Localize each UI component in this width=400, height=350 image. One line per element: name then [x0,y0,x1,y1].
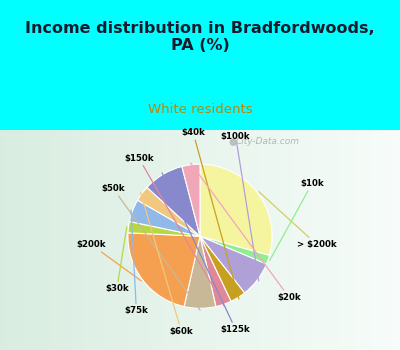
Wedge shape [128,222,200,236]
Text: $20k: $20k [191,163,301,302]
Text: City-Data.com: City-Data.com [236,137,300,146]
Text: White residents: White residents [148,103,252,116]
Wedge shape [138,187,200,236]
Text: $40k: $40k [181,128,239,299]
Text: ●: ● [228,137,237,147]
Wedge shape [200,236,270,264]
Text: $100k: $100k [221,132,259,281]
Text: $75k: $75k [124,210,148,315]
Text: Income distribution in Bradfordwoods,
PA (%): Income distribution in Bradfordwoods, PA… [25,21,375,54]
Wedge shape [128,233,200,307]
Wedge shape [182,164,200,236]
Wedge shape [200,236,231,307]
Wedge shape [130,200,200,236]
Text: $125k: $125k [162,173,250,334]
Wedge shape [200,236,244,301]
Text: $60k: $60k [140,193,193,336]
Text: > $200k: > $200k [259,191,337,249]
Text: $30k: $30k [105,227,129,293]
Text: $50k: $50k [102,184,200,310]
Wedge shape [147,167,200,236]
Text: $150k: $150k [124,154,224,306]
Text: $200k: $200k [77,240,141,281]
Text: $10k: $10k [270,179,324,260]
Wedge shape [184,236,216,308]
Wedge shape [200,236,266,293]
Wedge shape [200,164,272,256]
